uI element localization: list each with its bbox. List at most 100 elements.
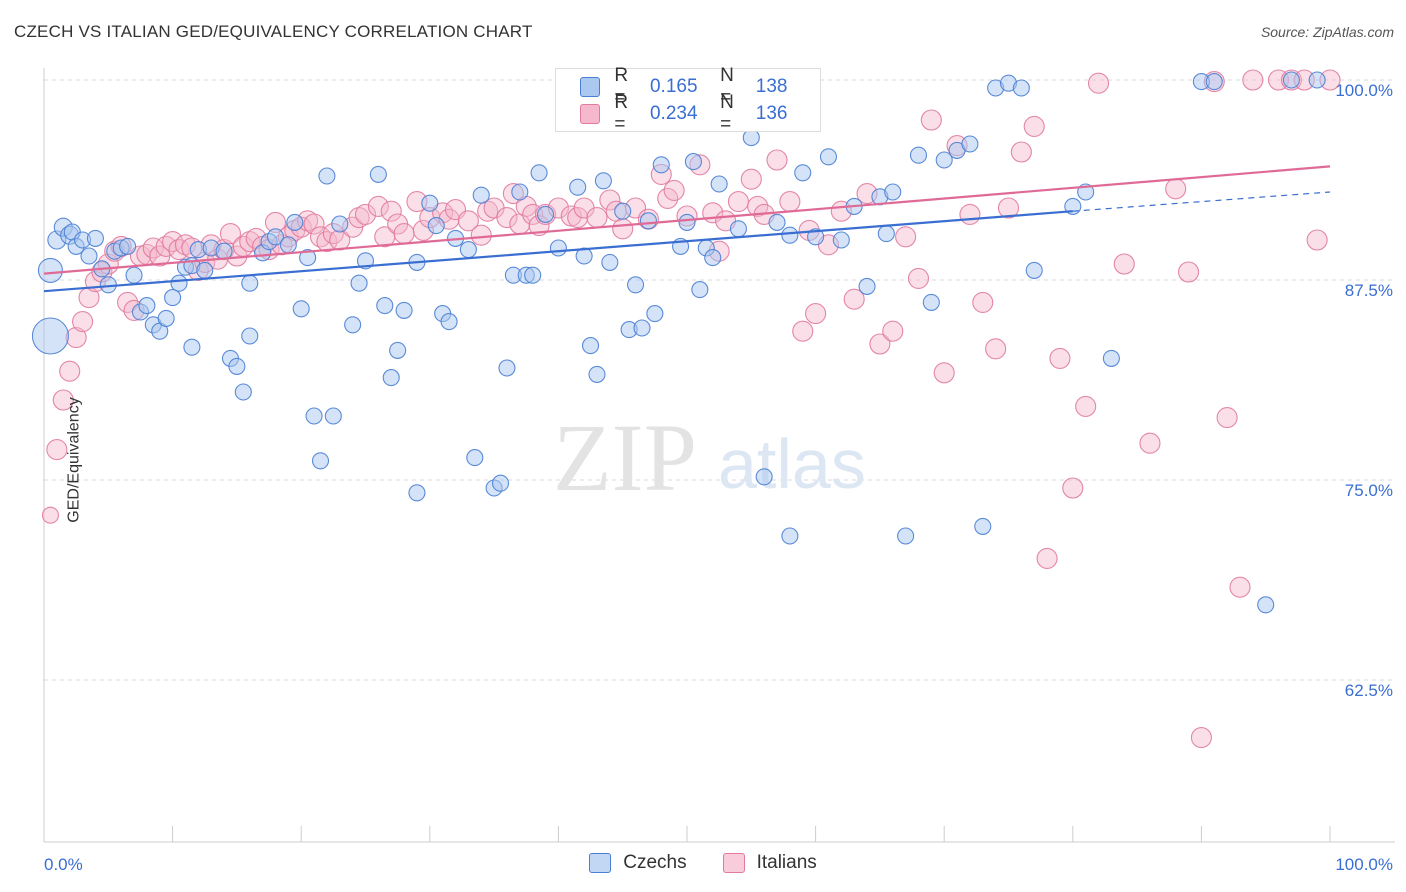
czechs-point (974, 517, 992, 535)
czechs-point (961, 135, 979, 153)
italians-point (1049, 347, 1071, 369)
czechs-point (498, 359, 516, 377)
czechs-point (581, 337, 600, 355)
czechs-point (472, 186, 490, 204)
czechs-point (614, 202, 632, 220)
czechs-trend-extension (1072, 191, 1331, 212)
legend-item-italians[interactable]: Italians (722, 852, 817, 874)
italians-point (1216, 407, 1238, 429)
legend-italians-label: Italians (756, 852, 817, 873)
y-tick-label: 62.5% (1345, 681, 1393, 700)
italians-point (997, 197, 1020, 219)
italians-point (239, 231, 261, 253)
czechs-swatch (580, 77, 601, 97)
italians-point (766, 149, 788, 171)
y-axis-label: GED/Equivalency (65, 397, 83, 523)
czechs-point (86, 229, 104, 247)
italians-point (457, 210, 479, 232)
italians-point (959, 203, 981, 225)
czechs-point (704, 249, 722, 267)
czechs-point (1012, 79, 1030, 97)
italians-point (933, 362, 955, 384)
italians-point (380, 200, 402, 222)
y-tick-label: 75.0% (1345, 481, 1393, 500)
czechs-point (331, 215, 349, 233)
czechs-point (768, 213, 786, 231)
czechs-point (491, 474, 510, 492)
czechs-point (286, 213, 304, 231)
czechs-point (755, 468, 773, 486)
czechs-point (369, 165, 387, 183)
italians-point (985, 338, 1007, 360)
italians-point (1229, 576, 1251, 598)
czechs-point (781, 527, 799, 545)
czechs-points (31, 71, 1326, 614)
x-tick-label: 100.0% (1335, 855, 1393, 874)
italians-point (1036, 547, 1058, 569)
italians-point (663, 179, 685, 201)
italians-point (920, 109, 942, 131)
source-label: Source: ZipAtlas.com (1260, 24, 1394, 40)
czechs-point (678, 213, 696, 231)
czechs-point (80, 247, 98, 265)
italians-point (1139, 432, 1161, 454)
czechs-point (466, 449, 484, 467)
czechs-point (241, 327, 259, 345)
legend-row-italians: R = 0.234 N = 136 (580, 92, 820, 135)
watermark: ZIP atlas (553, 404, 866, 511)
italians-point (895, 226, 917, 248)
czechs-point (684, 153, 702, 171)
czechs-point (344, 316, 362, 334)
italians-point (1075, 395, 1097, 417)
italians-trend-line (43, 165, 1331, 275)
italians-swatch (580, 104, 601, 124)
czechs-point (157, 309, 175, 327)
czechs-point (164, 289, 182, 307)
czechs-point (691, 281, 709, 299)
italians-point (779, 191, 801, 213)
italians-point (586, 207, 608, 229)
czechs-point (215, 242, 233, 260)
stats-legend: R = 0.165 N = 138 R = 0.234 N = 136 (555, 65, 821, 135)
italians-point (1177, 261, 1200, 283)
czechs-point (729, 220, 747, 238)
czechs-point (588, 365, 606, 383)
czechs-point (1257, 596, 1275, 614)
italians-point (1190, 727, 1212, 749)
czechs-point (196, 261, 214, 279)
italians-point (219, 223, 242, 245)
italians-point (1023, 115, 1045, 137)
italians-point (805, 303, 827, 325)
y-tick-label: 87.5% (1345, 281, 1393, 300)
czechs-point (594, 172, 612, 190)
x-tick-label: 0.0% (44, 855, 83, 874)
legend-item-czechs[interactable]: Czechs (589, 852, 687, 874)
czechs-point (170, 274, 188, 292)
italians-point (393, 223, 415, 245)
czechs-point (318, 167, 336, 185)
czechs-r-value: 0.165 (649, 76, 698, 97)
czechs-point (652, 156, 670, 174)
italians-point (869, 333, 891, 355)
czechs-point (646, 305, 664, 323)
czechs-point (389, 341, 407, 359)
italians-point (1010, 141, 1032, 163)
czechs-point (832, 231, 850, 249)
italians-point (1165, 178, 1187, 200)
italians-point (843, 288, 865, 310)
italians-point (477, 200, 499, 222)
czechs-point (794, 164, 812, 182)
italians-point (740, 168, 762, 190)
czechs-point (266, 228, 285, 246)
czechs-n-value: 138 (755, 76, 788, 97)
czechs-point (459, 241, 477, 259)
czechs-point (138, 297, 156, 315)
bottom-legend: Czechs Italians (0, 852, 1406, 874)
czechs-point (427, 217, 445, 235)
czechs-point (228, 357, 246, 375)
czechs-point (183, 338, 201, 356)
italians-point (367, 195, 389, 217)
czechs-point (549, 239, 567, 257)
czechs-point (1205, 73, 1223, 91)
italians-n-value: 136 (755, 103, 788, 124)
